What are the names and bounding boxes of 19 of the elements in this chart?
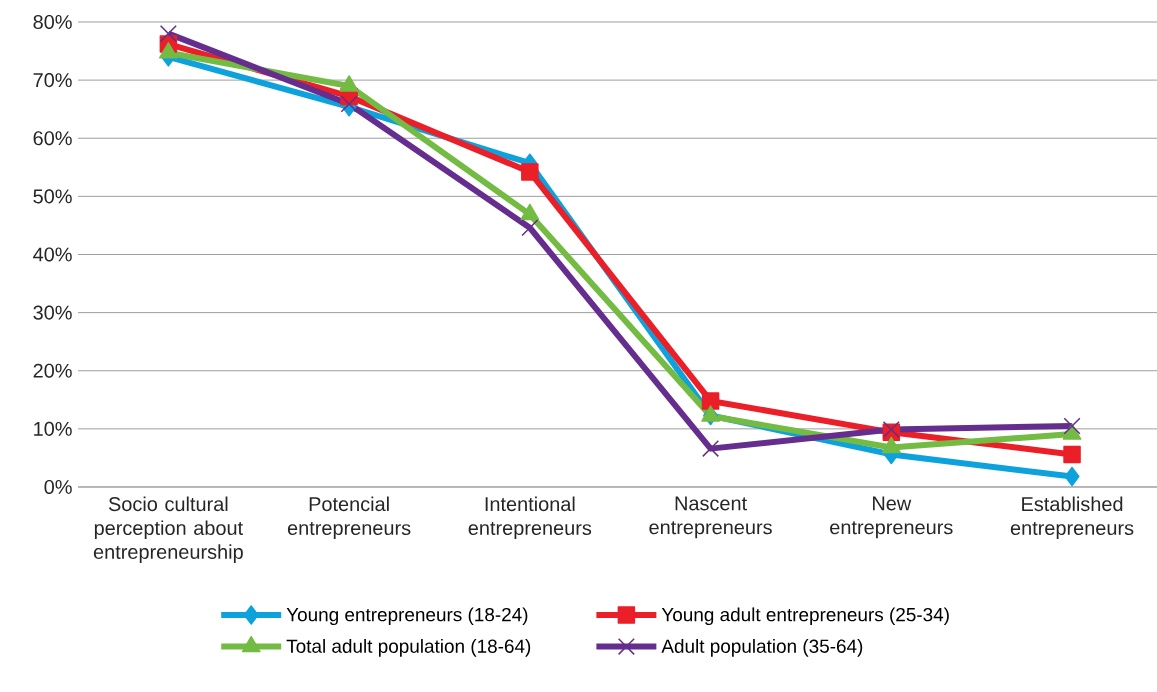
y-tick-label: 30% [33, 305, 72, 320]
legend-label: Adult population (35-64) [661, 639, 863, 657]
y-tick-label: 40% [33, 247, 72, 262]
y-tick-label: 50% [33, 189, 72, 204]
y-tick-label: 80% [33, 14, 72, 30]
y-tick-label: 60% [33, 131, 72, 146]
y-tick-label: 0% [44, 479, 72, 495]
x-tick-label: Established entrepreneurs [1010, 496, 1134, 539]
x-tick-label: New entrepreneurs [830, 496, 953, 539]
x-tick-label: Potencial entrepreneurs [287, 496, 411, 539]
y-tick-label: 70% [33, 73, 72, 88]
x-tick-label: Nascent entrepreneurs [649, 496, 772, 539]
legend-label: Young entrepreneurs (18-24) [286, 607, 528, 626]
y-tick-label: 20% [33, 363, 72, 378]
legend-label: Young adult entrepreneurs (25-34) [661, 607, 949, 626]
x-tick-label: Socio cultural perception about entrepreneurship [93, 496, 243, 563]
legend-label: Total adult population (18-64) [286, 639, 531, 657]
y-tick-label: 10% [34, 421, 72, 436]
x-tick-label: Intentional entrepreneurs [468, 496, 592, 539]
